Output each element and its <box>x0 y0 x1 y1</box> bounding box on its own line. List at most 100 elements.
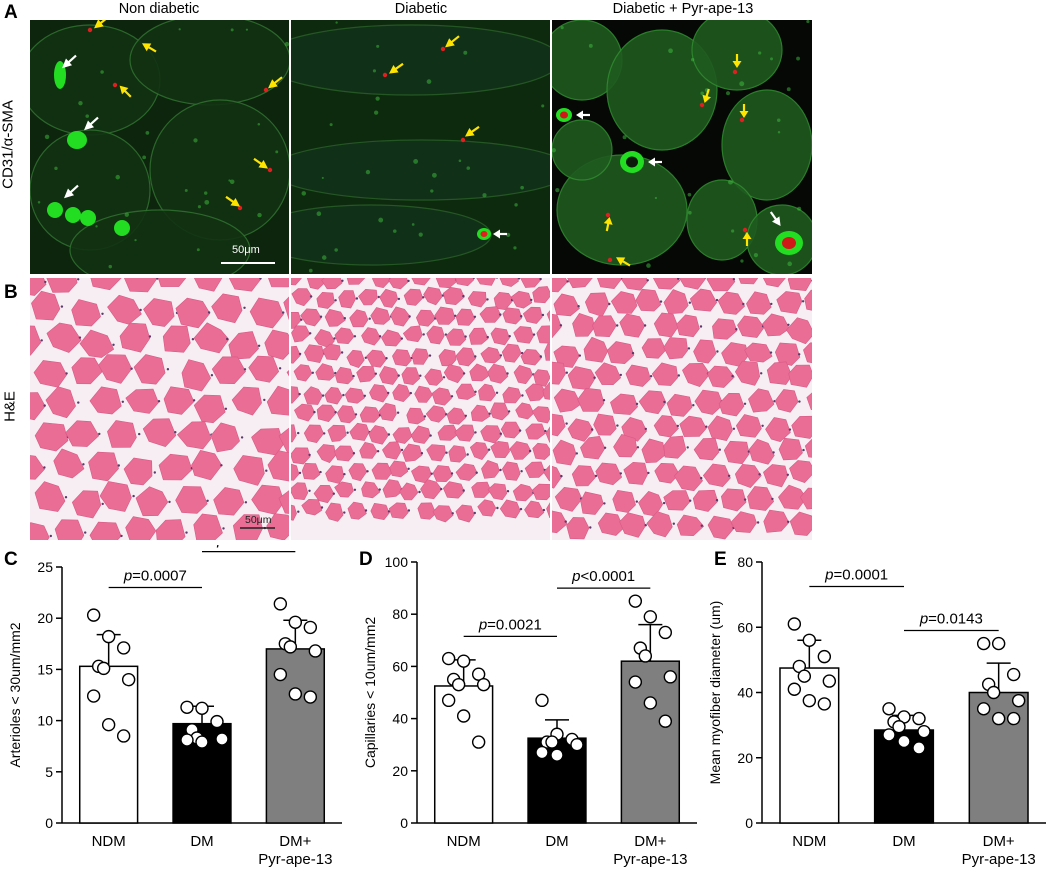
he-nucleus <box>632 352 634 354</box>
he-nucleus <box>488 449 490 451</box>
p-value-label: p=0.0007 <box>123 567 187 584</box>
green-speckle <box>777 118 780 121</box>
he-nucleus <box>462 295 464 297</box>
he-nucleus <box>112 344 114 346</box>
data-point <box>123 674 135 686</box>
he-nucleus <box>118 464 120 466</box>
he-muscle-fiber <box>594 414 617 435</box>
he-nucleus <box>452 512 454 514</box>
capillary-dot <box>743 228 747 232</box>
green-speckle <box>646 263 651 268</box>
scale-bar-label-a: 50μm <box>232 244 260 256</box>
data-point <box>988 687 1000 699</box>
arteriole-vessel <box>114 220 130 236</box>
capillary-dot <box>740 118 744 122</box>
data-point <box>644 611 656 623</box>
he-nucleus <box>139 309 141 311</box>
he-nucleus <box>521 394 523 396</box>
data-point <box>478 679 490 691</box>
he-nucleus <box>645 428 647 430</box>
panel-letter-c: C <box>4 549 18 570</box>
he-nucleus <box>474 316 476 318</box>
muscle-fiber-outline <box>130 20 289 105</box>
data-point <box>978 638 990 650</box>
muscle-fiber-outline <box>291 140 550 200</box>
he-nucleus <box>375 373 377 375</box>
green-speckle <box>740 259 743 262</box>
green-speckle <box>197 248 200 251</box>
green-speckle <box>514 203 517 206</box>
he-nucleus <box>533 333 535 335</box>
he-nucleus <box>544 430 546 432</box>
he-nucleus <box>429 354 431 356</box>
he-nucleus <box>310 295 312 297</box>
he-nucleus <box>616 324 618 326</box>
y-tick-label: 25 <box>37 559 53 575</box>
he-nucleus <box>354 335 356 337</box>
capillary-dot <box>268 168 272 172</box>
he-nucleus <box>451 395 453 397</box>
he-nucleus <box>297 432 299 434</box>
he-nucleus <box>770 351 772 353</box>
green-speckle <box>541 104 544 107</box>
he-nucleus <box>43 466 45 468</box>
capillary-dot <box>461 138 465 142</box>
he-nucleus <box>410 392 412 394</box>
green-speckle <box>198 205 201 208</box>
column-title-non-diabetic: Non diabetic <box>28 1 290 17</box>
data-point <box>274 669 286 681</box>
arteriole-vessel <box>47 202 63 218</box>
he-nucleus <box>476 472 478 474</box>
x-tick-label: NDM <box>447 833 481 850</box>
data-point <box>551 749 563 761</box>
y-tick-label: 20 <box>737 750 753 766</box>
panel-letter-d: D <box>359 549 373 570</box>
data-point <box>118 642 130 654</box>
he-nucleus <box>577 305 579 307</box>
he-nucleus <box>499 469 501 471</box>
he-nucleus <box>168 501 170 503</box>
he-nucleus <box>496 507 498 509</box>
green-speckle <box>78 101 82 105</box>
green-speckle <box>85 114 89 118</box>
arteriole-vessel <box>67 131 87 149</box>
he-nucleus <box>474 431 476 433</box>
he-nucleus <box>377 450 379 452</box>
he-nucleus <box>496 392 498 394</box>
he-nucleus <box>451 472 453 474</box>
data-point <box>458 710 470 722</box>
he-nucleus <box>312 372 314 374</box>
he-nucleus <box>401 449 403 451</box>
green-speckle <box>463 51 467 55</box>
column-title-diabetic: Diabetic <box>290 1 552 17</box>
y-tick-label: 20 <box>392 763 408 779</box>
data-point <box>659 715 671 727</box>
he-nucleus <box>422 296 424 298</box>
data-point <box>289 616 301 628</box>
he-nucleus <box>520 470 522 472</box>
he-nucleus <box>728 475 730 477</box>
he-nucleus <box>308 490 310 492</box>
capillary-dot <box>733 70 737 74</box>
he-nucleus <box>77 278 79 280</box>
he-nucleus <box>385 357 387 359</box>
he-nucleus <box>369 318 371 320</box>
green-speckle <box>739 81 744 86</box>
he-nucleus <box>41 339 43 341</box>
he-nucleus <box>560 324 562 326</box>
green-speckle <box>726 91 730 95</box>
he-nucleus <box>102 503 104 505</box>
green-speckle <box>731 229 734 232</box>
y-axis-label: Capillaries < 10um/mm2 <box>362 617 378 769</box>
he-nucleus <box>65 496 67 498</box>
green-speckle <box>193 138 197 142</box>
he-nucleus <box>193 399 195 401</box>
arteriole-lumen <box>481 231 488 237</box>
green-speckle <box>459 159 462 162</box>
he-nucleus <box>167 368 169 370</box>
arteriole-vessel <box>80 210 96 226</box>
he-nucleus <box>79 336 81 338</box>
green-speckle <box>185 189 188 192</box>
data-point <box>883 703 895 715</box>
